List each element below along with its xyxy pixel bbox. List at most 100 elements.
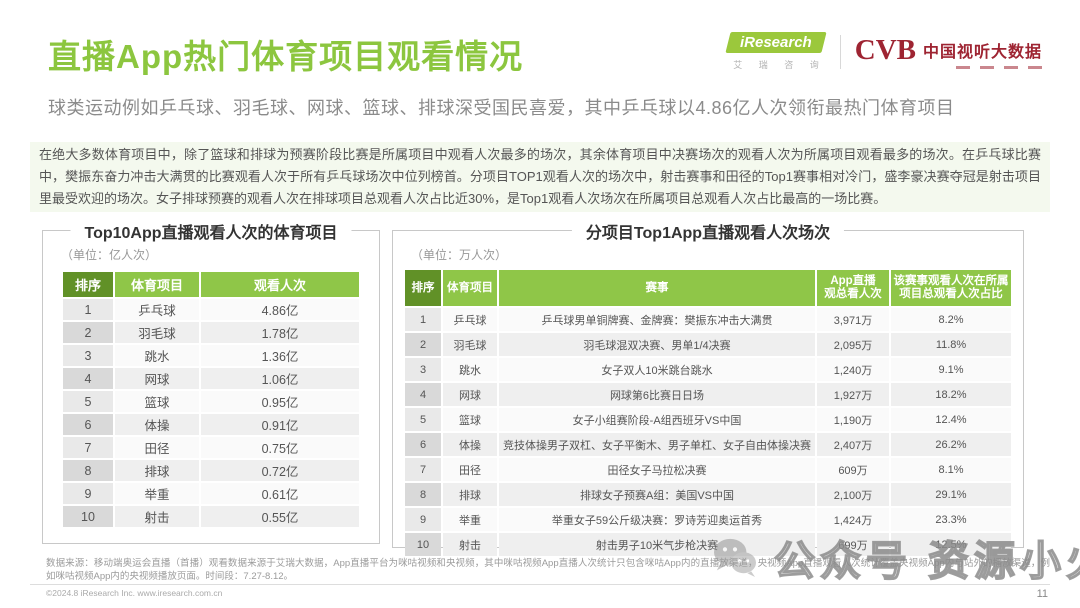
sport-cell: 体操 [115,414,199,435]
event-cell: 乒乓球男单铜牌赛、金牌赛：樊振东冲击大满贯 [499,308,815,331]
share-cell: 8.2% [891,308,1011,331]
rank-cell: 9 [405,508,441,531]
iresearch-logo-badge: iResearch [725,32,827,53]
table-row: 9 举重 0.61亿 [63,483,359,504]
views-cell: 0.91亿 [201,414,359,435]
views-cell: 1,240万 [817,358,889,381]
top1-table: 排序 体育项目 赛事 App直播 观总看人次 该赛事观看人次在所属 项目总观看人次占… [405,270,1011,556]
footer-divider [30,584,1050,585]
top1-header-event: 赛事 [499,270,815,306]
views-cell: 1.36亿 [201,345,359,366]
table-row: 9 举重 举重女子59公斤级决赛：罗诗芳迎奥运首秀 1,424万 23.3% [405,508,1011,531]
views-cell: 1,424万 [817,508,889,531]
table-row: 2 羽毛球 1.78亿 [63,322,359,343]
rank-cell: 2 [405,333,441,356]
rank-cell: 5 [405,408,441,431]
top10-table: 排序 体育项目 观看人次 1 乒乓球 4.86亿 2 羽毛球 1.78亿 3 跳水 1.36… [63,272,359,527]
table-row: 6 体操 竞技体操男子双杠、女子平衡木、男子单杠、女子自由体操决赛 2,407万 26.… [405,433,1011,456]
rank-cell: 8 [405,483,441,506]
top1-header-views-line2: 观总看人次 [824,288,882,300]
top10-header-sport: 体育项目 [115,272,199,297]
views-cell: 3,971万 [817,308,889,331]
table-row: 10 射击 0.55亿 [63,506,359,527]
sport-cell: 举重 [115,483,199,504]
rank-cell: 10 [405,533,441,556]
sport-cell: 田径 [115,437,199,458]
sport-cell: 网球 [443,383,497,406]
share-cell: 29.1% [891,483,1011,506]
rank-cell: 2 [63,322,113,343]
table-row: 4 网球 1.06亿 [63,368,359,389]
top10-panel-title: Top10App直播观看人次的体育项目 [70,219,352,243]
top1-unit-label: （单位：万人次） [411,248,508,262]
table-row: 3 跳水 女子双人10米跳台跳水 1,240万 9.1% [405,358,1011,381]
share-cell: 9.1% [891,358,1011,381]
sport-cell: 田径 [443,458,497,481]
iresearch-logo-caption: 艾 瑞 咨 询 [733,60,826,70]
share-cell: 8.1% [891,458,1011,481]
brand-logos: iResearch 艾 瑞 咨 询 CVB 中国视听大数据 [725,32,1042,71]
cvb-logo-abbr: CVB [854,33,916,66]
sport-cell: 举重 [443,508,497,531]
event-cell: 女子小组赛阶段-A组西班牙VS中国 [499,408,815,431]
views-cell: 2,407万 [817,433,889,456]
views-cell: 1,927万 [817,383,889,406]
rank-cell: 5 [63,391,113,412]
sport-cell: 跳水 [443,358,497,381]
top1-header-share-line2: 项目总观看人次占比 [899,288,1003,300]
rank-cell: 3 [63,345,113,366]
views-cell: 0.75亿 [201,437,359,458]
table-row: 1 乒乓球 4.86亿 [63,299,359,320]
share-cell: 11.8% [891,333,1011,356]
rank-cell: 8 [63,460,113,481]
rank-cell: 1 [63,299,113,320]
sport-cell: 射击 [115,506,199,527]
views-cell: 1.78亿 [201,322,359,343]
share-cell: 18.2% [891,383,1011,406]
views-cell: 2,095万 [817,333,889,356]
sport-cell: 篮球 [443,408,497,431]
cvb-logo: CVB 中国视听大数据 [855,35,1042,69]
rank-cell: 6 [63,414,113,435]
event-cell: 射击男子10米气步枪决赛 [499,533,815,556]
sport-cell: 乒乓球 [115,299,199,320]
views-cell: 2,100万 [817,483,889,506]
event-cell: 排球女子预赛A组：美国VS中国 [499,483,815,506]
views-cell: 0.95亿 [201,391,359,412]
rank-cell: 4 [63,368,113,389]
cvb-tagline-dots [923,65,1042,69]
share-cell: 12.4% [891,408,1011,431]
sport-cell: 跳水 [115,345,199,366]
event-cell: 羽毛球混双决赛、男单1/4决赛 [499,333,815,356]
top1-header-share-line1: 该赛事观看人次在所属 [893,275,1009,287]
table-row: 8 排球 0.72亿 [63,460,359,481]
share-cell: 26.2% [891,433,1011,456]
logo-divider [839,34,841,69]
table-row: 6 体操 0.91亿 [63,414,359,435]
sport-cell: 体操 [443,433,497,456]
top1-header-views-line1: App直播 [830,275,876,287]
data-source-note: 数据来源：移动端奥运会直播（首播）观看数据来源于艾瑞大数据，App直播平台为咪咕… [46,558,1050,582]
sport-cell: 篮球 [115,391,199,412]
table-row: 4 网球 网球第6比赛日日场 1,927万 18.2% [405,383,1011,406]
top1-by-sport-panel: 分项目Top1App直播观看人次场次 （单位：万人次） 排序 体育项目 赛事 A… [392,219,1024,556]
sport-cell: 排球 [115,460,199,481]
sport-cell: 羽毛球 [115,322,199,343]
rank-cell: 7 [405,458,441,481]
rank-cell: 4 [405,383,441,406]
rank-cell: 6 [405,433,441,456]
views-cell: 1.06亿 [201,368,359,389]
top1-panel-title: 分项目Top1App直播观看人次场次 [571,219,845,243]
iresearch-logo: iResearch 艾 瑞 咨 询 [725,32,827,71]
intro-paragraph: 在绝大多数体育项目中，除了篮球和排球为预赛阶段比赛是所属项目中观看人次最多的场次… [30,142,1050,212]
views-cell: 609万 [817,458,889,481]
table-row: 7 田径 0.75亿 [63,437,359,458]
table-row: 8 排球 排球女子预赛A组：美国VS中国 2,100万 29.1% [405,483,1011,506]
sport-cell: 网球 [115,368,199,389]
event-cell: 举重女子59公斤级决赛：罗诗芳迎奥运首秀 [499,508,815,531]
table-row: 5 篮球 女子小组赛阶段-A组西班牙VS中国 1,190万 12.4% [405,408,1011,431]
page-title: 直播App热门体育项目观看情况 [48,38,524,75]
rank-cell: 9 [63,483,113,504]
event-cell: 女子双人10米跳台跳水 [499,358,815,381]
sport-cell: 羽毛球 [443,333,497,356]
